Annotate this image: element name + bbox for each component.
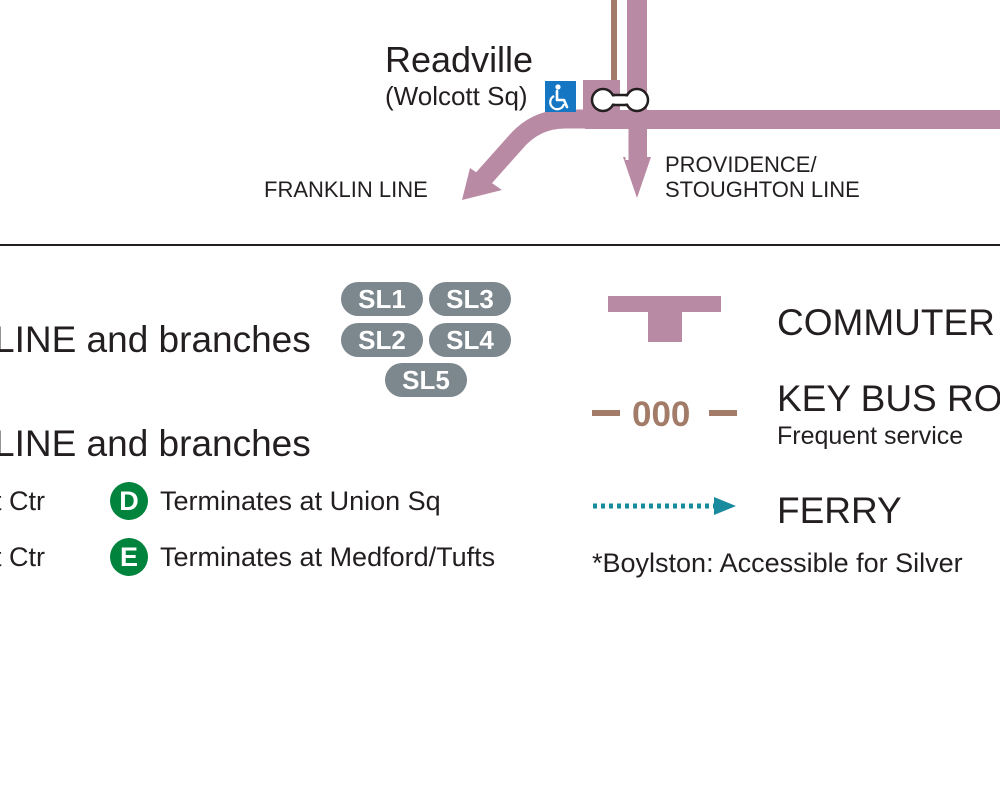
commuter-legend-label: COMMUTER [777,302,995,343]
key-bus-legend-sub: Frequent service [777,422,964,450]
sl5-badge: SL5 [385,363,467,397]
providence-line-label-1: PROVIDENCE/ [665,152,817,177]
providence-line-label: PROVIDENCE/ STOUGHTON LINE [665,152,860,202]
franklin-line-arrow [462,168,502,200]
silver-line-legend-label: LINE and branches [0,319,311,360]
green-e-badge: E [110,538,148,576]
key-bus-dash-right [709,410,737,416]
key-bus-number: 000 [632,395,691,434]
commuter-rail-symbol [608,296,721,342]
station-name: Readville [385,39,534,80]
station-subtitle: (Wolcott Sq) [385,81,528,111]
green-row-d-left: t Ctr [0,486,45,516]
franklin-line-label: FRANKLIN LINE [264,177,428,202]
providence-line-arrow [623,157,651,198]
key-bus-dash-left [592,410,620,416]
providence-line-track [627,0,647,160]
sl4-badge: SL4 [429,323,511,357]
boylston-footnote: *Boylston: Accessible for Silver [592,548,963,578]
green-d-badge: D [110,482,148,520]
sl2-badge: SL2 [341,323,423,357]
providence-line-label-2: STOUGHTON LINE [665,177,860,202]
key-bus-legend-label: KEY BUS RO [777,378,1000,419]
wheelchair-icon [545,81,576,112]
commuter-rail-main-track [585,110,1000,129]
franklin-line-track [474,109,592,187]
section-divider [0,244,1000,246]
green-line-legend-label: LINE and branches [0,423,311,464]
station-connector-icon [590,87,650,113]
sl3-badge: SL3 [429,282,511,316]
green-row-e-left: t Ctr [0,542,45,572]
green-row-d-text: Terminates at Union Sq [160,486,441,516]
ferry-legend-label: FERRY [777,490,902,531]
green-row-e-text: Terminates at Medford/Tufts [160,542,496,572]
ferry-arrow-icon [593,497,736,515]
sl1-badge: SL1 [341,282,423,316]
